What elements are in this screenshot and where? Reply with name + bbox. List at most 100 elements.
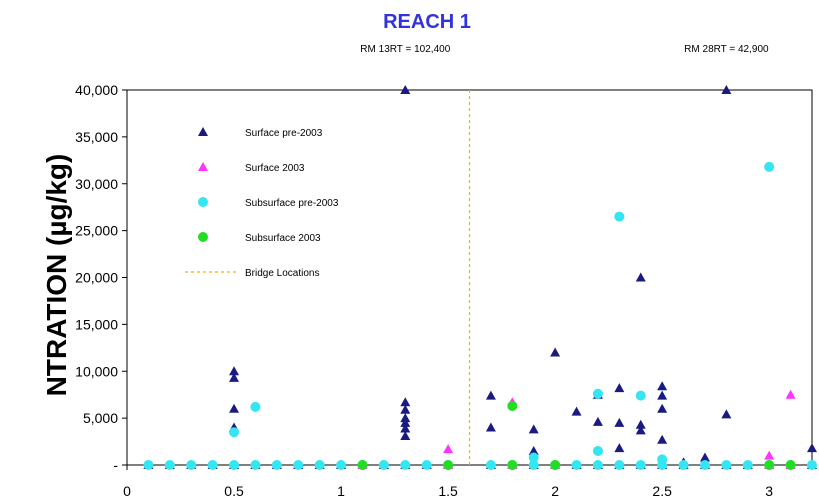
legend: Surface pre-2003 Surface 2003 Subsurface p… <box>185 127 339 279</box>
chart-title: REACH 1 <box>383 11 471 33</box>
surface-pre-2003-point <box>721 85 732 94</box>
surface-pre-2003-point <box>528 424 539 434</box>
surface-pre-2003-point <box>614 383 625 393</box>
legend-marker-surface-pre-2003 <box>198 127 208 136</box>
subsurface-2003-point <box>507 460 518 470</box>
y-tick-label: 25,000 <box>75 223 118 239</box>
x-tick-label: 0 <box>123 483 131 499</box>
subsurface-pre-2003-point <box>742 460 753 470</box>
x-tick-label: 3 <box>765 483 773 499</box>
surface-pre-2003-point <box>657 381 668 391</box>
subsurface-pre-2003-point <box>592 445 603 456</box>
x-axis-ticks: 0 0.5 1 1.5 2 2.5 3 <box>123 465 773 499</box>
y-axis-label: NTRATION (µg/kg) <box>41 154 72 397</box>
subsurface-pre-2003-point <box>250 401 261 412</box>
subsurface-pre-2003-point <box>528 460 539 470</box>
subsurface-pre-2003-point <box>635 460 646 470</box>
surface-pre-2003-point <box>635 272 646 282</box>
surface-pre-2003-point <box>657 434 668 444</box>
y-tick-label: 20,000 <box>75 270 118 286</box>
subsurface-2003-point <box>550 460 561 470</box>
x-tick-label: 2.5 <box>652 483 672 499</box>
legend-label: Bridge Locations <box>245 268 320 279</box>
subsurface-pre-2003-point <box>528 452 539 463</box>
surface-pre-2003-point <box>592 416 603 426</box>
surface-2003-point <box>785 389 796 399</box>
surface-pre-2003-point <box>528 445 539 455</box>
y-tick-label: 10,000 <box>75 363 118 379</box>
subsurface-2003-point <box>785 460 796 470</box>
legend-label: Surface 2003 <box>245 163 305 174</box>
subsurface-pre-2003-point <box>614 460 625 470</box>
subsurface-pre-2003-point <box>592 460 603 470</box>
data-marks <box>143 85 817 470</box>
surface-pre-2003-point <box>657 390 668 400</box>
subsurface-pre-2003-point <box>186 460 197 470</box>
annotation-label: RM 28RT = 42,900 <box>684 44 769 55</box>
legend-marker-subsurface-2003 <box>198 232 208 242</box>
y-tick-label: 35,000 <box>75 129 118 145</box>
annotations: RM 13RT = 102,400 RM 28RT = 42,900 <box>360 44 769 55</box>
x-tick-label: 2 <box>551 483 559 499</box>
surface-pre-2003-point <box>229 366 240 376</box>
y-tick-label: 5,000 <box>83 410 118 426</box>
subsurface-pre-2003-point <box>229 460 240 470</box>
legend-marker-subsurface-pre-2003 <box>198 197 208 207</box>
subsurface-2003-point <box>357 460 368 470</box>
subsurface-pre-2003-point <box>207 460 218 470</box>
annotation-label: RM 13RT = 102,400 <box>360 44 450 55</box>
subsurface-pre-2003-point <box>614 211 625 222</box>
subsurface-pre-2003-point <box>678 460 689 470</box>
legend-label: Subsurface 2003 <box>245 233 321 244</box>
subsurface-pre-2003-point <box>229 427 240 438</box>
subsurface-pre-2003-point <box>143 460 154 470</box>
surface-pre-2003-point <box>229 372 240 382</box>
surface-pre-2003-point <box>635 419 646 429</box>
surface-pre-2003-point <box>657 403 668 413</box>
x-tick-label: 0.5 <box>224 483 244 499</box>
x-tick-label: 1.5 <box>438 483 458 499</box>
surface-pre-2003-point <box>229 403 240 413</box>
y-tick-label: 30,000 <box>75 176 118 192</box>
y-tick-label: 15,000 <box>75 316 118 332</box>
subsurface-pre-2003-point <box>164 460 175 470</box>
surface-pre-2003-point <box>614 417 625 427</box>
y-axis-ticks: - 5,000 10,000 15,000 20,000 25,000 30,000 35,0… <box>75 82 127 473</box>
surface-pre-2003-point <box>571 406 582 416</box>
subsurface-pre-2003-point <box>699 460 710 470</box>
surface-pre-2003-point <box>400 417 411 427</box>
subsurface-pre-2003-point <box>293 460 304 470</box>
legend-marker-surface-2003 <box>198 162 208 171</box>
surface-pre-2003-point <box>807 443 817 453</box>
surface-2003-point <box>764 450 775 460</box>
surface-pre-2003-point <box>614 443 625 453</box>
surface-pre-2003-point <box>485 390 496 400</box>
surface-pre-2003-point <box>400 413 411 423</box>
subsurface-pre-2003-point <box>657 454 668 465</box>
surface-pre-2003-point <box>400 85 411 94</box>
subsurface-pre-2003-point <box>764 161 775 172</box>
subsurface-pre-2003-point <box>250 460 261 470</box>
subsurface-pre-2003-point <box>635 390 646 401</box>
subsurface-pre-2003-point <box>807 460 817 470</box>
subsurface-2003-point <box>443 460 454 470</box>
subsurface-pre-2003-point <box>721 460 732 470</box>
surface-pre-2003-point <box>400 423 411 433</box>
subsurface-pre-2003-point <box>336 460 347 470</box>
y-tick-label: 40,000 <box>75 82 118 98</box>
subsurface-pre-2003-point <box>314 460 325 470</box>
subsurface-pre-2003-point <box>378 460 389 470</box>
x-tick-label: 1 <box>337 483 345 499</box>
subsurface-pre-2003-point <box>421 460 432 470</box>
surface-pre-2003-point <box>400 397 411 407</box>
surface-2003-point <box>443 444 454 454</box>
subsurface-2003-point <box>507 400 518 411</box>
surface-pre-2003-point <box>721 409 732 419</box>
surface-pre-2003-point <box>485 422 496 432</box>
subsurface-pre-2003-point <box>571 460 582 470</box>
subsurface-pre-2003-point <box>485 460 496 470</box>
surface-pre-2003-point <box>400 404 411 414</box>
subsurface-pre-2003-point <box>592 388 603 399</box>
surface-pre-2003-point <box>550 347 561 357</box>
